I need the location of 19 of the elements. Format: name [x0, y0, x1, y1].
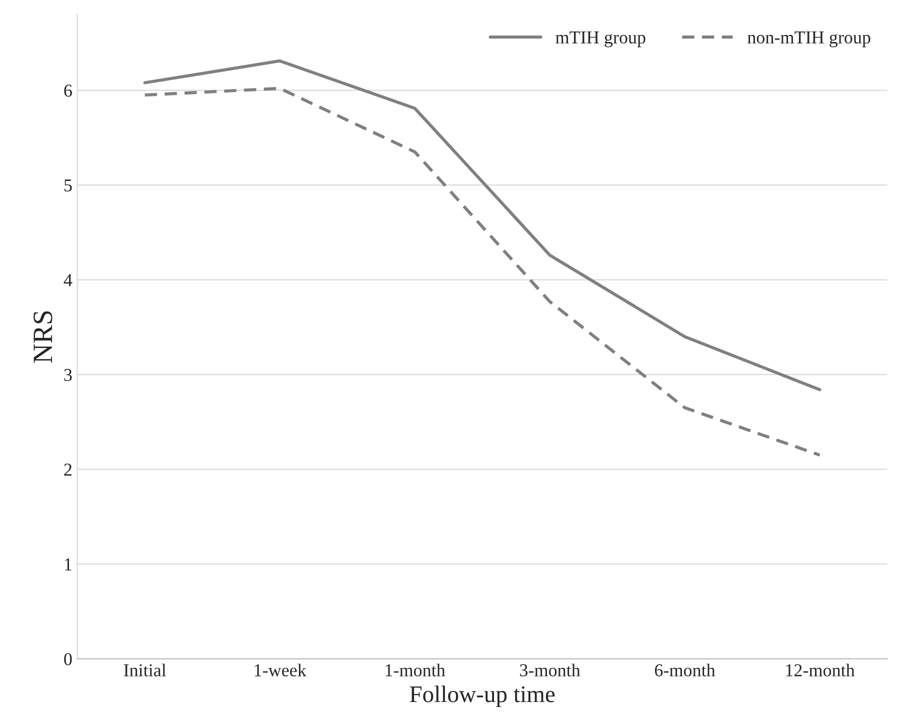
legend-label: mTIH group [556, 32, 646, 48]
line-series [143, 86, 822, 457]
line-series [143, 59, 822, 392]
x-tick-label: 1-month [386, 664, 446, 676]
y-tick-label: 2 [64, 464, 72, 476]
x-tick-label: 3-month [520, 664, 580, 676]
y-tick-label: 3 [64, 368, 72, 382]
y-axis-title: NRS [34, 311, 52, 363]
x-axis-title: Follow-up time [410, 686, 555, 708]
x-tick-label: 12-month [786, 664, 855, 676]
y-tick-label: 6 [64, 84, 72, 97]
x-tick-label: Initial [124, 664, 166, 676]
y-tick-label: 5 [64, 179, 72, 192]
y-tick-label: 4 [64, 274, 72, 286]
y-tick-label: 0 [64, 653, 72, 666]
y-tick-label: 1 [65, 558, 72, 570]
legend-label: non-mTIH group [748, 32, 870, 48]
x-tick-label: 6-month [654, 664, 716, 676]
x-tick-label: 1-week [254, 664, 306, 676]
